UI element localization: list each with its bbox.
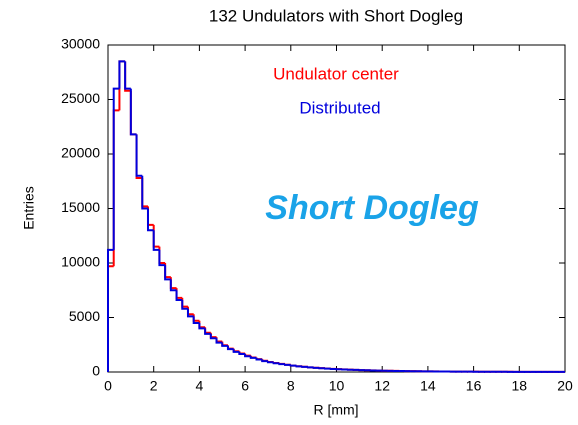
y-tick-label: 10000	[61, 254, 100, 270]
x-tick-label: 12	[374, 378, 390, 394]
histogram-step	[221, 342, 228, 347]
histogram-step	[255, 357, 263, 361]
histogram-step	[295, 365, 303, 368]
x-tick-label: 10	[329, 378, 345, 394]
histogram-step	[158, 249, 166, 267]
histogram-step	[112, 87, 120, 250]
histogram-step	[186, 308, 194, 318]
x-tick-label: 4	[196, 378, 204, 394]
x-tick-label: 2	[150, 378, 158, 394]
y-tick-label: 30000	[61, 36, 100, 52]
annotation: Short Dogleg	[265, 189, 479, 227]
histogram-step	[266, 361, 274, 364]
histogram-step	[141, 175, 148, 210]
legend-label: Distributed	[299, 98, 380, 117]
histogram-step	[232, 349, 240, 353]
x-tick-label: 8	[287, 378, 295, 394]
histogram-step	[192, 316, 200, 324]
y-tick-label: 20000	[61, 145, 100, 161]
histogram-step	[278, 363, 286, 366]
y-tick-label: 5000	[69, 308, 100, 324]
histogram-step	[129, 88, 137, 136]
histogram-step	[215, 338, 223, 344]
histogram-step	[226, 345, 234, 351]
histogram-step	[204, 328, 211, 335]
histogram-step	[175, 290, 183, 302]
histogram-step	[124, 61, 131, 90]
x-tick-label: 18	[512, 378, 528, 394]
histogram-step	[198, 322, 206, 330]
histogram-step	[272, 362, 280, 365]
chart-title: 132 Undulators with Short Dogleg	[209, 6, 463, 25]
x-tick-label: 20	[557, 378, 573, 394]
histogram-step	[249, 356, 257, 359]
histogram-step	[284, 363, 291, 366]
x-tick-label: 0	[104, 378, 112, 394]
y-tick-label: 0	[92, 363, 100, 379]
histogram-step	[181, 300, 188, 310]
histogram-step	[135, 134, 143, 177]
x-tick-label: 16	[466, 378, 482, 394]
y-tick-label: 15000	[61, 199, 100, 215]
y-axis-label: Entries	[21, 186, 37, 230]
histogram-step	[146, 208, 154, 232]
histogram-step	[118, 60, 126, 89]
histogram-step	[209, 333, 217, 340]
y-tick-label: 25000	[61, 90, 100, 106]
histogram-step	[107, 248, 114, 372]
histogram-step	[164, 265, 171, 281]
histogram-step	[261, 359, 268, 363]
histogram-step	[238, 351, 246, 356]
histogram-step	[152, 230, 160, 251]
x-tick-label: 6	[241, 378, 249, 394]
histogram-step	[289, 364, 297, 367]
histogram-step	[244, 354, 251, 358]
x-axis-label: R [mm]	[313, 402, 358, 418]
histogram-step	[306, 366, 314, 369]
histogram-step	[169, 279, 177, 292]
legend-label: Undulator center	[273, 64, 399, 83]
x-tick-label: 14	[420, 378, 436, 394]
histogram-step	[301, 365, 308, 368]
